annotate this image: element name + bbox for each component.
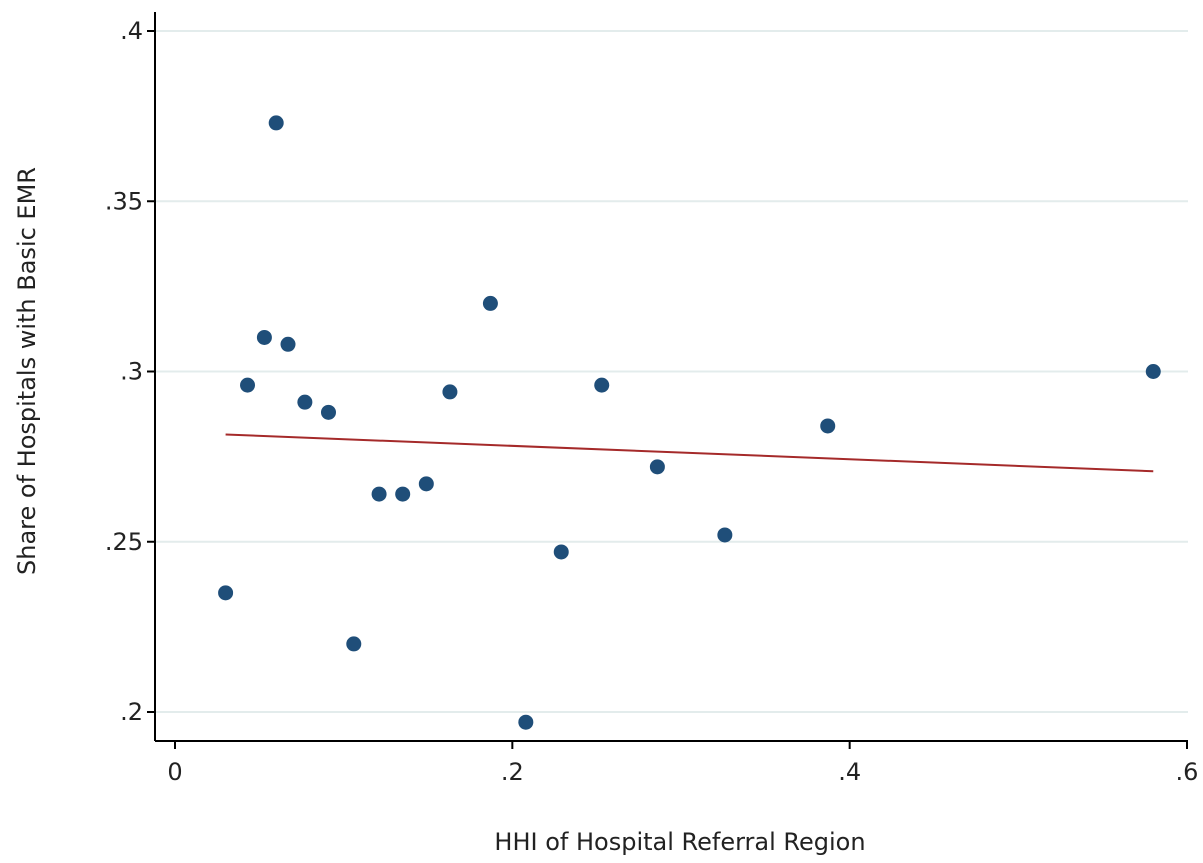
data-point (268, 115, 284, 131)
grid-lines (155, 30, 1188, 713)
data-point (442, 384, 458, 400)
data-point (371, 486, 387, 502)
data-point (594, 377, 610, 393)
data-point (256, 329, 272, 345)
data-point (280, 336, 296, 352)
data-point (218, 585, 234, 601)
x-tick-label: 0 (167, 758, 182, 786)
data-point (649, 459, 665, 475)
y-axis-title: Share of Hospitals with Basic EMR (13, 167, 41, 575)
data-point (820, 418, 836, 434)
data-point (240, 377, 256, 393)
x-axis-title: HHI of Hospital Referral Region (494, 828, 865, 856)
x-tick-label: .2 (501, 758, 524, 786)
y-tick-label: .35 (105, 187, 143, 215)
data-point (1145, 364, 1161, 379)
y-ticks: .2 .25 .3 .35 .4 (105, 17, 155, 726)
fit-line-group (225, 433, 1154, 473)
data-points (218, 115, 1161, 730)
data-point (297, 394, 313, 410)
y-tick-label: .2 (120, 698, 143, 726)
data-point (418, 476, 434, 492)
x-tick-label: .6 (1176, 758, 1199, 786)
axes (154, 12, 1188, 742)
fit-line (225, 433, 1154, 473)
x-tick-label: .4 (838, 758, 861, 786)
data-point (395, 486, 411, 502)
x-ticks: 0 .2 .4 .6 (167, 741, 1198, 786)
y-tick-label: .4 (120, 17, 143, 45)
y-tick-label: .25 (105, 528, 143, 556)
data-point (717, 527, 733, 543)
data-point (320, 404, 336, 420)
data-point (518, 714, 534, 730)
y-tick-label: .3 (120, 358, 143, 386)
data-point (346, 636, 362, 652)
data-point (553, 544, 569, 560)
data-point (482, 295, 498, 311)
